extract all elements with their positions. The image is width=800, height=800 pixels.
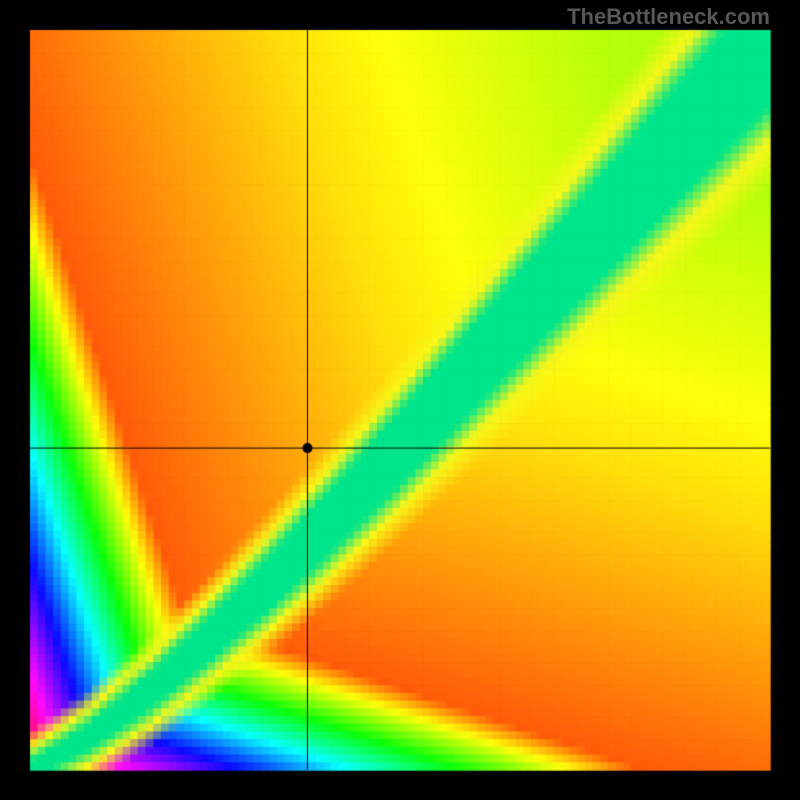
watermark-text: TheBottleneck.com: [567, 4, 770, 30]
heatmap-canvas: [0, 0, 800, 800]
chart-container: TheBottleneck.com: [0, 0, 800, 800]
